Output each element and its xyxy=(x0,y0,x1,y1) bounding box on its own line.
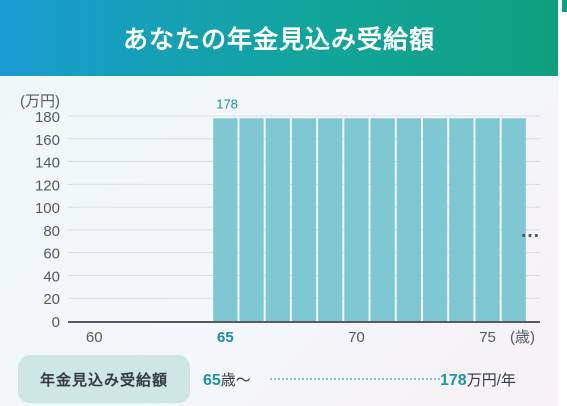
bar-age-73 xyxy=(423,118,448,322)
pension-bar-chart: 0 20 40 60 80 100 120 140 160 180 60 65 70 75 (万円) (… xyxy=(20,93,540,346)
x-tick-label: 60 xyxy=(86,329,103,346)
continuation-mark: … xyxy=(520,220,541,242)
y-tick-label: 80 xyxy=(43,223,60,240)
summary-start-age: 65歳〜 xyxy=(203,369,251,390)
y-tick-label: 40 xyxy=(43,268,60,285)
bar-age-70 xyxy=(344,118,369,322)
amount-value: 178 xyxy=(440,372,467,389)
bar-data-label: 178 xyxy=(216,96,238,111)
y-tick-label: 160 xyxy=(35,132,60,149)
y-tick-label: 120 xyxy=(35,177,60,194)
bar-age-74 xyxy=(449,118,474,322)
x-axis-label: (歳) xyxy=(510,329,535,346)
right-edge xyxy=(558,0,567,406)
right-edge-accent xyxy=(562,0,567,12)
y-axis-label: (万円) xyxy=(20,93,60,110)
x-tick-label: 75 xyxy=(479,329,496,346)
bar-age-76 xyxy=(501,118,526,322)
bar-age-69 xyxy=(318,118,343,322)
y-tick-label: 140 xyxy=(35,155,60,172)
y-tick-label: 20 xyxy=(43,291,60,308)
bar-age-68 xyxy=(291,118,317,322)
summary-label: 年金見込み受給額 xyxy=(18,355,190,403)
y-axis-ticks: 0 20 40 60 80 100 120 140 160 180 xyxy=(35,109,60,331)
x-tick-label: 70 xyxy=(348,329,365,346)
start-age-suffix: 歳〜 xyxy=(220,372,251,389)
summary-amount: 178万円/年 xyxy=(440,369,516,390)
y-tick-label: 100 xyxy=(35,200,60,217)
bar-age-66 xyxy=(239,118,264,322)
start-age-value: 65 xyxy=(203,372,221,389)
bar-age-65 xyxy=(213,118,238,322)
bar-age-75 xyxy=(475,118,500,322)
dotted-leader xyxy=(270,378,440,380)
bar-age-67 xyxy=(265,118,290,322)
y-tick-label: 0 xyxy=(52,314,60,331)
chart-bars xyxy=(213,118,526,322)
panel-header: あなたの年金見込み受給額 xyxy=(0,0,558,76)
amount-unit: 万円/年 xyxy=(466,372,516,389)
y-tick-label: 60 xyxy=(43,246,60,263)
bar-age-71 xyxy=(370,118,395,322)
x-axis-ticks: 60 65 70 75 xyxy=(86,329,496,346)
bar-age-72 xyxy=(396,118,421,322)
y-tick-label: 180 xyxy=(35,109,60,126)
panel-title: あなたの年金見込み受給額 xyxy=(122,26,435,54)
x-tick-label: 65 xyxy=(217,329,234,346)
summary-row: 年金見込み受給額 65歳〜 178万円/年 xyxy=(16,355,556,403)
